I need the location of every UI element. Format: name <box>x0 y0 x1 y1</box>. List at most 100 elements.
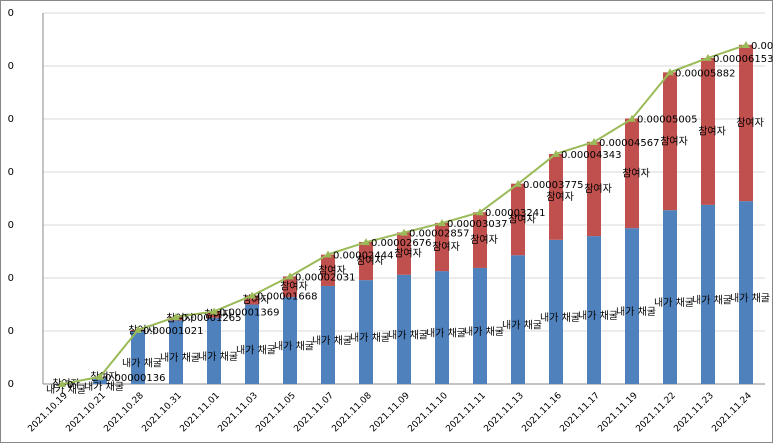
bar-segment <box>663 210 677 384</box>
line-value-label: 0.00005005 <box>637 115 697 126</box>
segment-label: 내가 채굴 <box>388 329 428 341</box>
segment-label: 내가 채굴 <box>198 351 238 363</box>
segment-label: 참여자 <box>660 135 688 147</box>
segment-label: 내가 채굴 <box>730 293 770 305</box>
bar-segment <box>359 280 373 384</box>
segment-label: 내가 채굴 <box>46 384 86 396</box>
y-tick-label: 0 <box>8 220 14 231</box>
bar-segment <box>245 304 259 384</box>
bar-segment <box>625 228 639 384</box>
line-marker <box>210 307 218 315</box>
segment-label: 참여자 <box>698 125 726 137</box>
segment-label: 내가 채굴 <box>692 294 732 306</box>
segment-label: 참여자 <box>90 371 118 383</box>
segment-label: 내가 채굴 <box>502 320 542 332</box>
segment-label: 참여자 <box>356 255 384 267</box>
bar-segment <box>473 212 487 268</box>
segment-label: 내가 채굴 <box>84 381 124 393</box>
segment-label: 내가 채굴 <box>654 297 694 309</box>
segment-label: 참여자 <box>622 167 650 179</box>
y-tick-label: 0 <box>8 273 14 284</box>
line-marker <box>172 312 180 320</box>
bar-segment <box>587 236 601 384</box>
segment-label: 내가 채굴 <box>122 358 162 370</box>
bar-segment <box>283 276 297 298</box>
bar-segment <box>93 377 107 384</box>
line-value-label: 0.00006153 <box>713 54 773 65</box>
line-value-label: 0.00002676 <box>371 238 431 249</box>
segment-label: 내가 채굴 <box>540 312 580 324</box>
line-value-label: 0.00001369 <box>219 307 279 318</box>
bar-segment <box>245 295 259 305</box>
segment-label: 내가 채굴 <box>464 326 504 338</box>
line-value-label: 0.00004343 <box>561 150 621 161</box>
line-marker <box>134 325 142 333</box>
bar-segment <box>663 72 677 211</box>
line-value-label: 0.00003037 <box>447 219 507 230</box>
bar-segment <box>207 311 221 318</box>
line-marker <box>400 228 408 236</box>
line-marker <box>628 114 636 122</box>
bar-segment <box>701 204 715 384</box>
line-marker <box>552 149 560 157</box>
bar-segment <box>511 183 525 256</box>
line-value-label: 0.00001021 <box>143 326 203 337</box>
bar-segment <box>169 320 183 384</box>
bar-segment <box>397 232 411 275</box>
line-marker <box>704 53 712 61</box>
line-value-label: 0 <box>67 380 73 391</box>
line-value-label: 0.00002031 <box>295 272 355 283</box>
bar-segment <box>739 44 753 202</box>
bar-segment <box>701 58 715 205</box>
line-marker <box>362 238 370 246</box>
segment-label: 내가 채굴 <box>578 310 618 322</box>
segment-label: 내가 채굴 <box>312 335 352 347</box>
bar-segment <box>473 267 487 384</box>
segment-label: 참여자 <box>280 281 308 293</box>
line-value-label: 0.00001265 <box>181 313 241 324</box>
bar-segment <box>359 241 373 281</box>
segment-label: 참여자 <box>584 183 612 195</box>
bar-segment <box>435 271 449 384</box>
bar-segment <box>397 274 411 384</box>
line-value-label: 0.00003241 <box>485 208 545 219</box>
line-marker <box>286 272 294 280</box>
line-marker <box>58 380 66 387</box>
segment-label: 참여자 <box>546 191 574 203</box>
bar-segment <box>131 331 145 384</box>
segment-label: 참여자 <box>508 213 536 225</box>
bar-segment <box>435 222 449 272</box>
bar-segment <box>587 141 601 237</box>
y-tick-label: 0 <box>8 61 14 72</box>
line-value-label: 0.00003775 <box>523 180 583 191</box>
bar-segment <box>549 153 563 240</box>
segment-label: 내가 채굴 <box>350 332 390 344</box>
segment-label: 내가 채굴 <box>616 306 656 318</box>
y-tick-label: 0 <box>8 379 14 390</box>
line-marker <box>514 179 522 187</box>
y-tick-label: 0 <box>8 8 14 19</box>
segment-label: 내가 채굴 <box>274 341 314 353</box>
bar-segment <box>739 201 753 384</box>
line-value-label: 0.00001668 <box>257 292 317 303</box>
line-marker <box>666 68 674 76</box>
line-value-label: 0.00002444 <box>333 250 393 261</box>
line-value-label: 0.00005882 <box>675 68 735 79</box>
bar-segment <box>207 317 221 384</box>
segment-label: 내가 채굴 <box>160 352 200 364</box>
segment-label: 참여자 <box>736 117 764 129</box>
line-marker <box>590 137 598 145</box>
bar-segment <box>625 118 639 229</box>
bar-segment <box>511 255 525 384</box>
segment-label: 내가 채굴 <box>426 328 466 340</box>
segment-label: 참여자 <box>318 264 346 276</box>
bar-segment <box>321 254 335 286</box>
line-marker <box>96 372 104 380</box>
line-marker <box>476 208 484 216</box>
segment-label: 내가 채굴 <box>236 344 276 356</box>
bar-segment <box>321 285 335 384</box>
line-marker <box>248 291 256 299</box>
y-tick-label: 0 <box>8 326 14 337</box>
